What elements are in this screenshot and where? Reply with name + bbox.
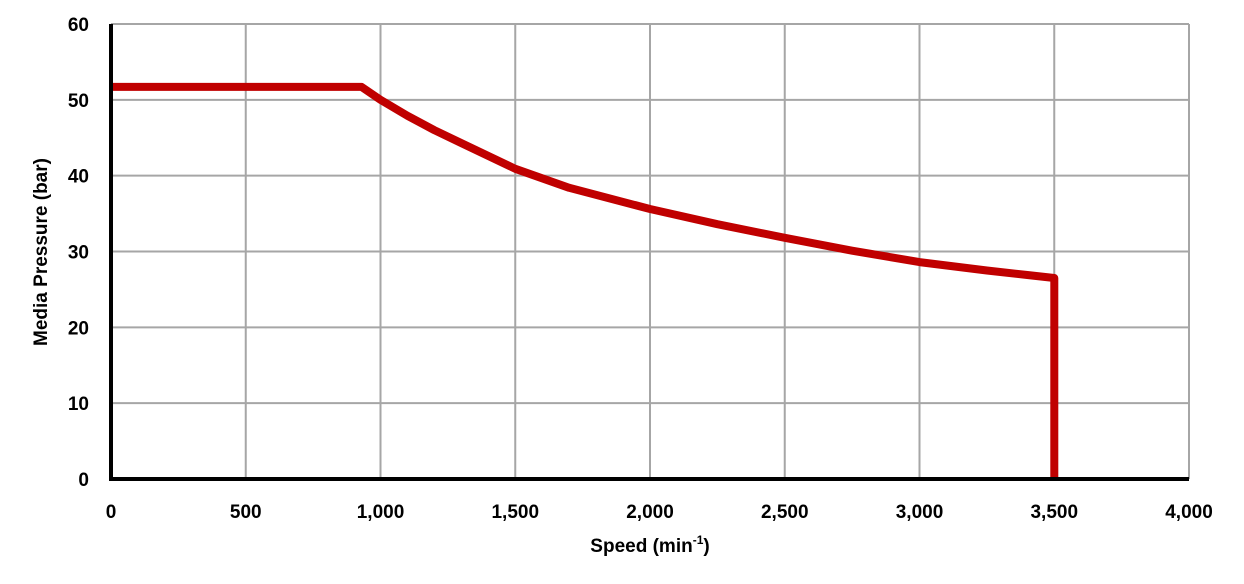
x-tick-label: 1,500 bbox=[491, 502, 539, 523]
axes bbox=[109, 24, 1189, 481]
y-tick-label: 50 bbox=[68, 91, 89, 112]
x-tick-label: 500 bbox=[230, 502, 262, 523]
x-axis-tick-labels: 0 500 1,000 1,500 2,000 2,500 3,000 3,500 4,000 bbox=[106, 502, 1213, 523]
x-tick-label: 3,000 bbox=[896, 502, 944, 523]
x-tick-label: 0 bbox=[106, 502, 117, 523]
y-tick-label: 10 bbox=[68, 394, 89, 415]
y-axis-tick-labels: 0 10 20 30 40 50 60 bbox=[68, 15, 89, 491]
data-series bbox=[111, 82, 1059, 479]
series-line bbox=[111, 82, 1059, 479]
x-tick-label: 2,000 bbox=[626, 502, 674, 523]
y-tick-label: 0 bbox=[78, 470, 89, 491]
y-axis-title: Media Pressure (bar) bbox=[31, 158, 52, 346]
x-tick-label: 4,000 bbox=[1165, 502, 1213, 523]
y-tick-label: 30 bbox=[68, 243, 89, 264]
y-tick-label: 60 bbox=[68, 15, 89, 36]
x-tick-label: 3,500 bbox=[1030, 502, 1078, 523]
grid-lines bbox=[111, 23, 1190, 479]
y-tick-label: 40 bbox=[68, 167, 89, 188]
y-tick-label: 20 bbox=[68, 318, 89, 339]
x-tick-label: 2,500 bbox=[761, 502, 809, 523]
x-axis-title: Speed (min-1) bbox=[590, 533, 709, 557]
x-tick-label: 1,000 bbox=[357, 502, 405, 523]
